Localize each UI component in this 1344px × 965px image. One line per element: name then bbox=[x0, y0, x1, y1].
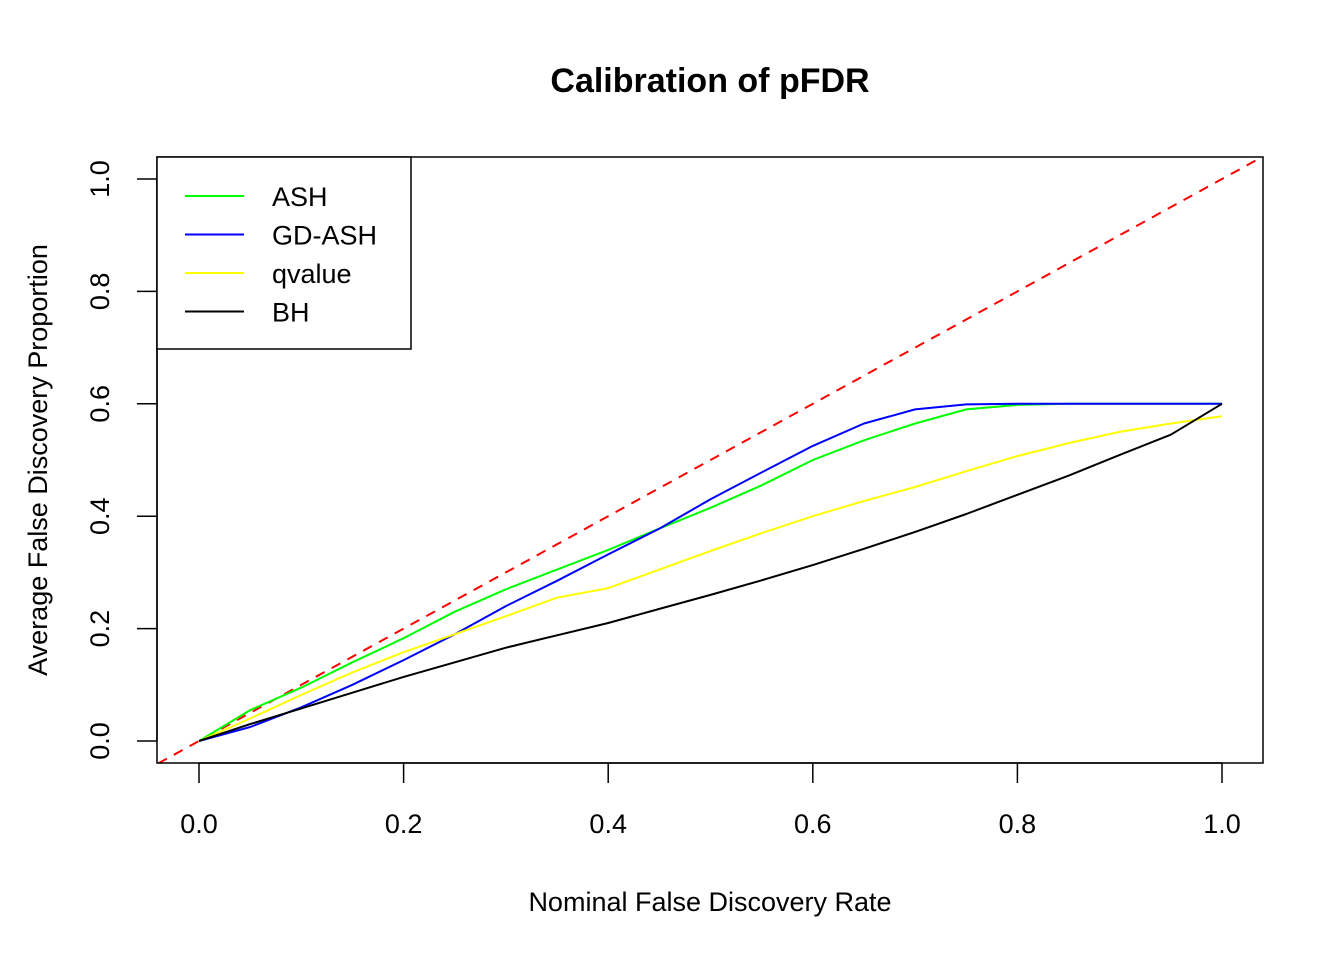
legend-item: qvalue bbox=[185, 259, 352, 289]
series-line-qvalue bbox=[198, 415, 1223, 742]
y-tick-label: 1.0 bbox=[85, 160, 115, 198]
y-tick-label: 0.2 bbox=[85, 610, 115, 648]
y-axis-title: Average False Discovery Proportion bbox=[23, 244, 53, 676]
legend: ASH GD-ASH qvalue BH bbox=[156, 156, 412, 350]
legend-item: ASH bbox=[185, 182, 328, 212]
x-axis: 0.0 0.2 0.4 0.6 0.8 1.0 bbox=[180, 762, 1241, 839]
series-line-gd-ash bbox=[198, 402, 1222, 742]
x-tick-label: 0.8 bbox=[999, 809, 1037, 839]
y-tick-label: 0.8 bbox=[85, 273, 115, 311]
plot-area bbox=[157, 157, 1263, 763]
x-tick-label: 0.2 bbox=[385, 809, 423, 839]
legend-label: ASH bbox=[272, 182, 328, 212]
legend-label: GD-ASH bbox=[272, 221, 377, 251]
x-axis-title: Nominal False Discovery Rate bbox=[528, 887, 891, 917]
y-tick-label: 0.6 bbox=[85, 385, 115, 423]
y-tick-label: 0.4 bbox=[85, 497, 115, 535]
y-tick-label: 0.0 bbox=[85, 722, 115, 760]
reference-line-identity bbox=[157, 157, 1263, 763]
x-tick-label: 0.6 bbox=[794, 809, 832, 839]
legend-item: BH bbox=[185, 298, 310, 328]
legend-box bbox=[156, 156, 412, 350]
x-tick-label: 0.0 bbox=[180, 809, 218, 839]
y-axis: 0.0 0.2 0.4 0.6 0.8 1.0 bbox=[85, 160, 158, 760]
legend-label: BH bbox=[272, 298, 310, 328]
series-line-bh bbox=[198, 402, 1223, 742]
chart-title: Calibration of pFDR bbox=[550, 62, 869, 100]
legend-item: GD-ASH bbox=[185, 221, 377, 251]
x-tick-label: 1.0 bbox=[1203, 809, 1241, 839]
legend-label: qvalue bbox=[272, 259, 352, 289]
x-tick-label: 0.4 bbox=[589, 809, 627, 839]
series-line-ash bbox=[198, 402, 1222, 742]
